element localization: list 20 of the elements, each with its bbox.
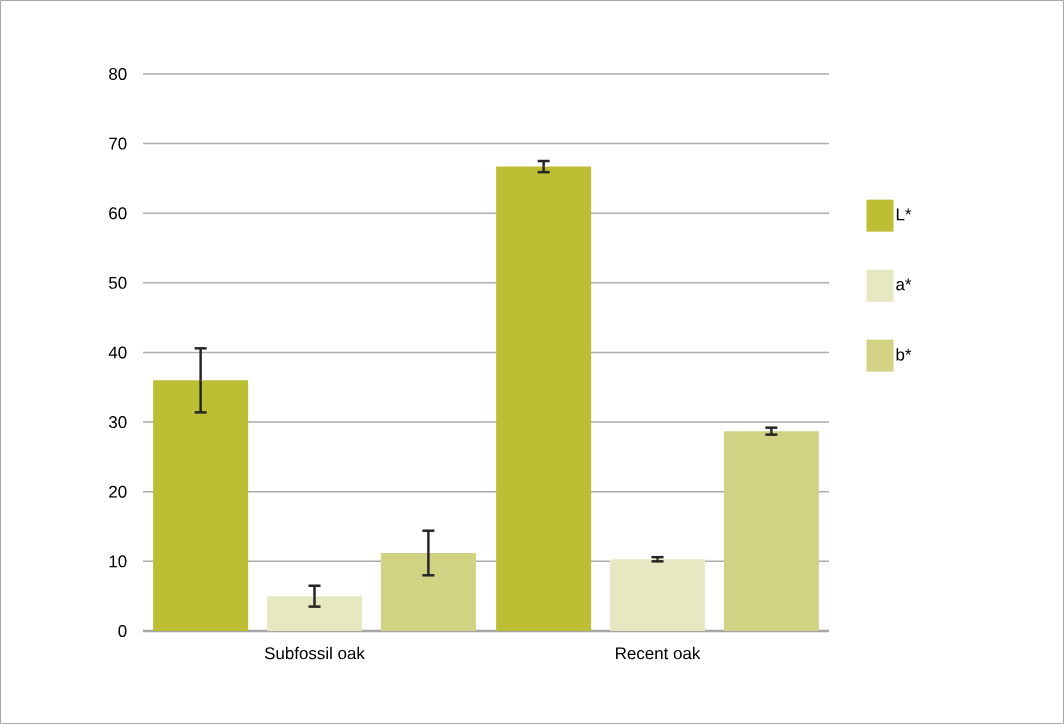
x-tick-label: Subfossil oak <box>264 646 365 660</box>
y-tick-label: 60 <box>109 207 127 220</box>
y-tick-label: 50 <box>109 276 127 289</box>
x-tick-label: Recent oak <box>616 646 701 660</box>
y-tick-label: 20 <box>109 485 127 498</box>
legend-label: L* <box>896 208 912 221</box>
bar <box>610 559 706 631</box>
y-tick-label: 80 <box>109 67 127 80</box>
y-tick-label: 30 <box>108 416 127 429</box>
bar <box>267 596 363 631</box>
y-tick-label: 70 <box>109 137 127 150</box>
bar <box>380 553 476 631</box>
y-tick-label: 40 <box>108 346 127 359</box>
y-tick-label: 0 <box>118 624 127 637</box>
legend-label: a* <box>896 278 912 291</box>
bar <box>153 380 249 631</box>
legend-label: b* <box>896 348 912 361</box>
bar <box>723 431 819 631</box>
y-tick-label: 10 <box>109 555 127 568</box>
bar <box>496 166 592 631</box>
